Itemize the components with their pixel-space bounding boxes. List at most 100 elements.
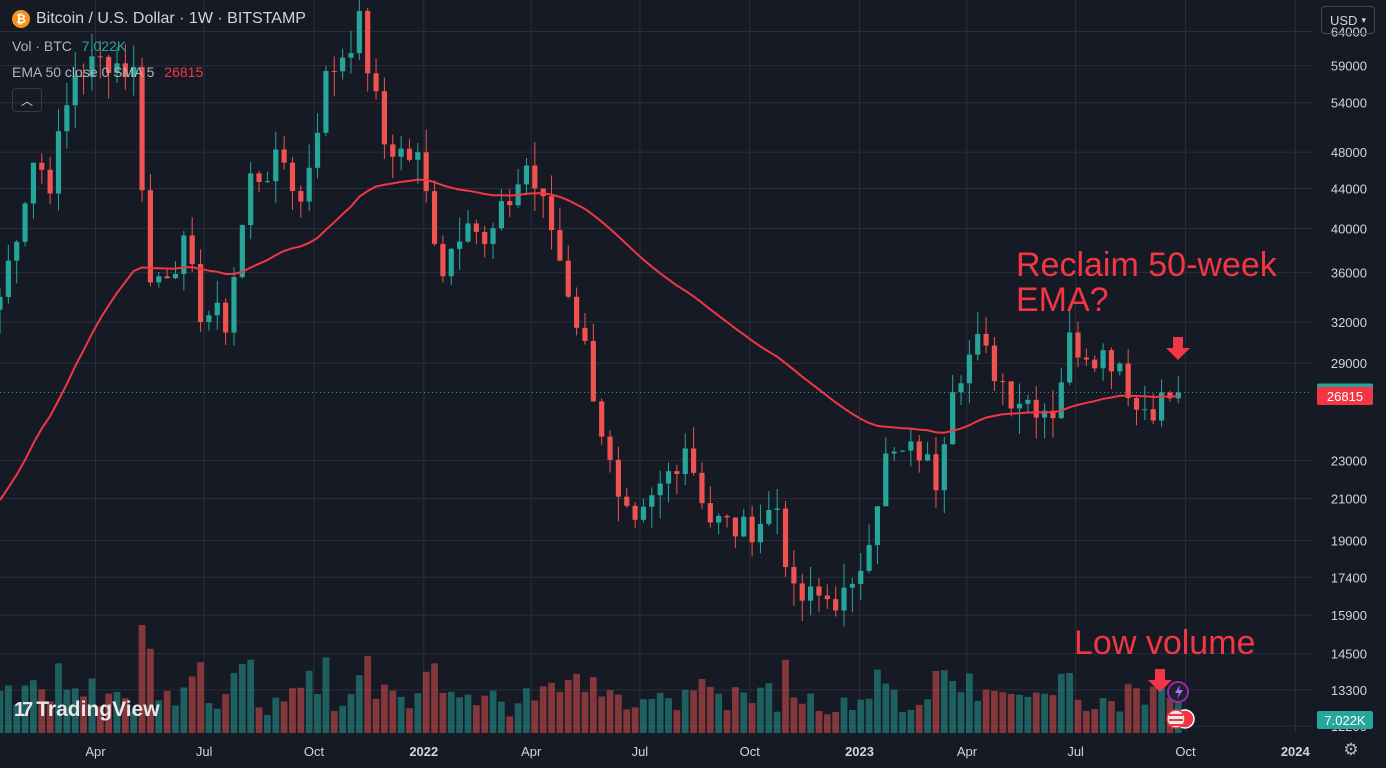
candle-body: [883, 453, 889, 507]
annotation-reclaim: Reclaim 50-week EMA?: [1016, 246, 1278, 360]
price-axis[interactable]: 64000 59000 54000 48000 44000 40000 36000 32000…: [1312, 0, 1386, 768]
volume-bar: [1007, 693, 1015, 733]
candle-body: [791, 567, 797, 584]
volume-bar: [1133, 688, 1140, 733]
volume-bar: [848, 709, 856, 733]
candle-body: [415, 152, 421, 160]
volume-bar: [932, 671, 940, 733]
volume-bar: [180, 687, 188, 733]
volume-bar: [238, 663, 246, 733]
volume-bar: [982, 689, 990, 733]
candle-body: [1125, 363, 1131, 398]
candle-body: [373, 73, 379, 92]
volume-bar: [96, 706, 104, 733]
chevron-up-icon: ︿: [20, 93, 33, 108]
volume-bar: [757, 687, 764, 733]
volume-bar: [915, 704, 923, 733]
candle-body: [223, 302, 229, 333]
candle-body: [1142, 409, 1148, 411]
volume-bar: [1116, 711, 1124, 733]
tradingview-logo[interactable]: 17 TradingView: [14, 698, 160, 722]
volume-bar: [656, 692, 664, 733]
ema-legend[interactable]: EMA 50 close 0 SMA 5 26815: [12, 64, 203, 80]
candle-body: [1083, 357, 1089, 360]
candle-body: [665, 471, 672, 484]
volume-bar: [1124, 684, 1132, 733]
annotation-reclaim-line2: EMA?: [1016, 281, 1109, 319]
time-tick-label: Jul: [196, 744, 213, 759]
candle-body: [858, 570, 864, 584]
volume-bar: [30, 680, 37, 733]
volume-value-label-bg: [1317, 711, 1373, 729]
candle-body: [774, 508, 780, 510]
volume-bar: [548, 682, 555, 733]
price-tick-label: 40000: [1331, 221, 1367, 236]
volume-bar: [1108, 701, 1115, 733]
candle-body: [1175, 392, 1181, 399]
candle-body: [565, 260, 571, 297]
candle-body: [465, 223, 471, 242]
volume-bar: [1032, 692, 1040, 733]
candle-body: [97, 56, 103, 58]
volume-bar: [523, 688, 530, 733]
candle-body: [348, 53, 354, 58]
volume-bar: [381, 684, 388, 733]
volume-bar: [88, 678, 96, 733]
annotation-low-volume: Low volume: [1074, 624, 1255, 692]
candle-body: [1050, 410, 1056, 419]
candle-body: [816, 586, 822, 596]
time-axis[interactable]: Apr Jul Oct 2022 Apr Jul Oct 2023 Apr Jul Oct 2024: [85, 744, 1310, 759]
event-icons[interactable]: [1166, 681, 1195, 729]
candle-body: [966, 354, 972, 384]
volume-bar: [297, 687, 305, 733]
time-tick-label: Apr: [521, 744, 542, 759]
price-tick-label: 36000: [1331, 266, 1367, 281]
volume-bar: [840, 697, 848, 733]
candle-body: [933, 454, 939, 491]
candle-body: [122, 63, 128, 78]
volume-legend[interactable]: Vol · BTC 7.022K: [12, 38, 126, 54]
volume-bar: [71, 688, 79, 733]
volume-bar: [472, 705, 480, 733]
candle-body: [381, 91, 387, 145]
volume-bar: [1057, 673, 1065, 733]
candle-body: [950, 392, 956, 445]
volume-bar: [815, 710, 823, 733]
candle-body: [30, 162, 37, 204]
symbol-title[interactable]: ₿ Bitcoin / U.S. Dollar · 1W · BITSTAMP: [12, 10, 306, 28]
candle-body: [206, 315, 212, 323]
candle-body: [674, 471, 680, 475]
candle-body: [14, 241, 20, 261]
candle-body: [498, 201, 504, 229]
candle-body: [181, 235, 187, 274]
volume-bar: [0, 690, 4, 733]
volume-bar: [205, 703, 213, 733]
volume-bar: [21, 685, 29, 733]
collapse-legend-button[interactable]: ︿: [12, 88, 42, 112]
ema-price-label-bg: [1317, 387, 1373, 406]
candle-body: [47, 169, 53, 194]
volume-bar: [748, 703, 756, 733]
gear-icon[interactable]: ⚙: [1343, 740, 1359, 759]
volume-bar: [706, 686, 714, 733]
candle-body: [106, 56, 112, 74]
volume-bar: [272, 697, 280, 733]
tradingview-logo-text: TradingView: [36, 698, 160, 721]
volume-bar: [46, 701, 54, 733]
candle-body: [314, 132, 321, 168]
volume-legend-value: 7.022K: [81, 38, 127, 54]
volume-bar: [924, 699, 931, 733]
time-tick-label: Apr: [85, 744, 106, 759]
candle-body: [582, 327, 588, 341]
volume-bar: [1141, 704, 1149, 733]
volume-bar: [364, 656, 372, 733]
candle-body: [440, 243, 446, 277]
price-tick-label: 23000: [1331, 453, 1367, 468]
candle-body: [281, 149, 287, 163]
candle-body: [89, 56, 95, 77]
candle-body: [599, 401, 605, 437]
currency-selector[interactable]: USD ▾: [1321, 6, 1375, 34]
candle-body: [682, 448, 688, 475]
volume-bar: [155, 700, 163, 733]
